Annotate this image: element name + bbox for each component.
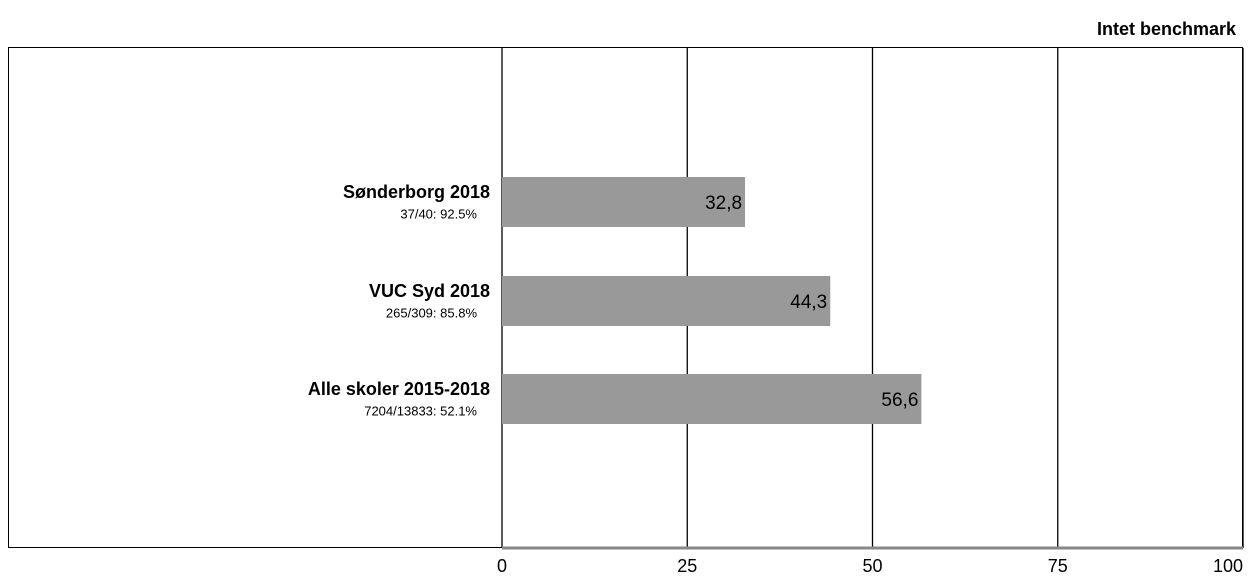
x-tick-label: 25 — [677, 556, 697, 576]
bar — [502, 177, 746, 227]
value-label: 44,3 — [790, 292, 827, 313]
value-label: 32,8 — [705, 193, 742, 214]
value-label: 56,6 — [881, 390, 918, 411]
x-tick-label: 0 — [497, 556, 507, 576]
category-label: VUC Syd 2018 — [369, 281, 490, 301]
bar — [502, 374, 922, 424]
x-tick-label: 100 — [1213, 556, 1243, 576]
category-note: 37/40: 92.5% — [400, 206, 477, 221]
x-tick-label: 75 — [1048, 556, 1068, 576]
category-note: 7204/13833: 52.1% — [364, 403, 477, 418]
category-note: 265/309: 85.8% — [386, 305, 478, 320]
chart-title: Intet benchmark — [1097, 19, 1237, 39]
bar — [502, 276, 831, 326]
category-label: Alle skoler 2015-2018 — [308, 379, 490, 399]
x-tick-label: 50 — [862, 556, 882, 576]
category-label: Sønderborg 2018 — [343, 182, 490, 202]
